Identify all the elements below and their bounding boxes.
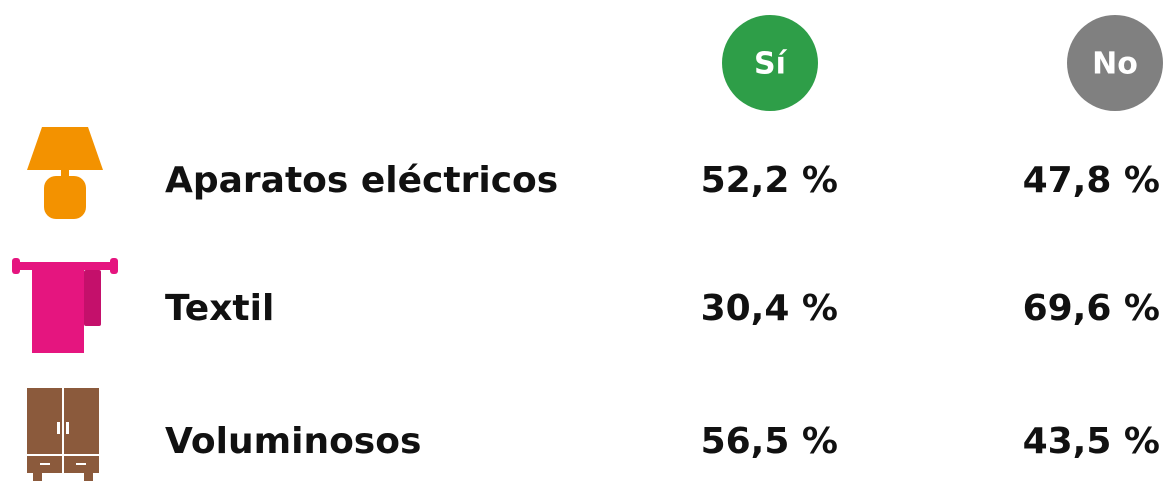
no-badge [1067, 15, 1163, 111]
no-value: 69,6 % [1023, 288, 1160, 329]
no-value: 43,5 % [1023, 421, 1160, 462]
yes-value: 30,4 % [701, 288, 838, 329]
column-header: Sí [754, 47, 788, 82]
row-label: Voluminosos [165, 421, 421, 462]
yes-value: 56,5 % [701, 421, 838, 462]
row-label: Textil [165, 288, 274, 329]
wardrobe-icon [27, 388, 99, 481]
row-label: Aparatos eléctricos [165, 160, 558, 201]
column-header: No [1092, 47, 1138, 82]
lamp-icon [27, 127, 103, 219]
yes-value: 52,2 % [701, 160, 838, 201]
no-value: 47,8 % [1023, 160, 1160, 201]
towel-icon [12, 258, 118, 353]
yes-badge [722, 15, 818, 111]
